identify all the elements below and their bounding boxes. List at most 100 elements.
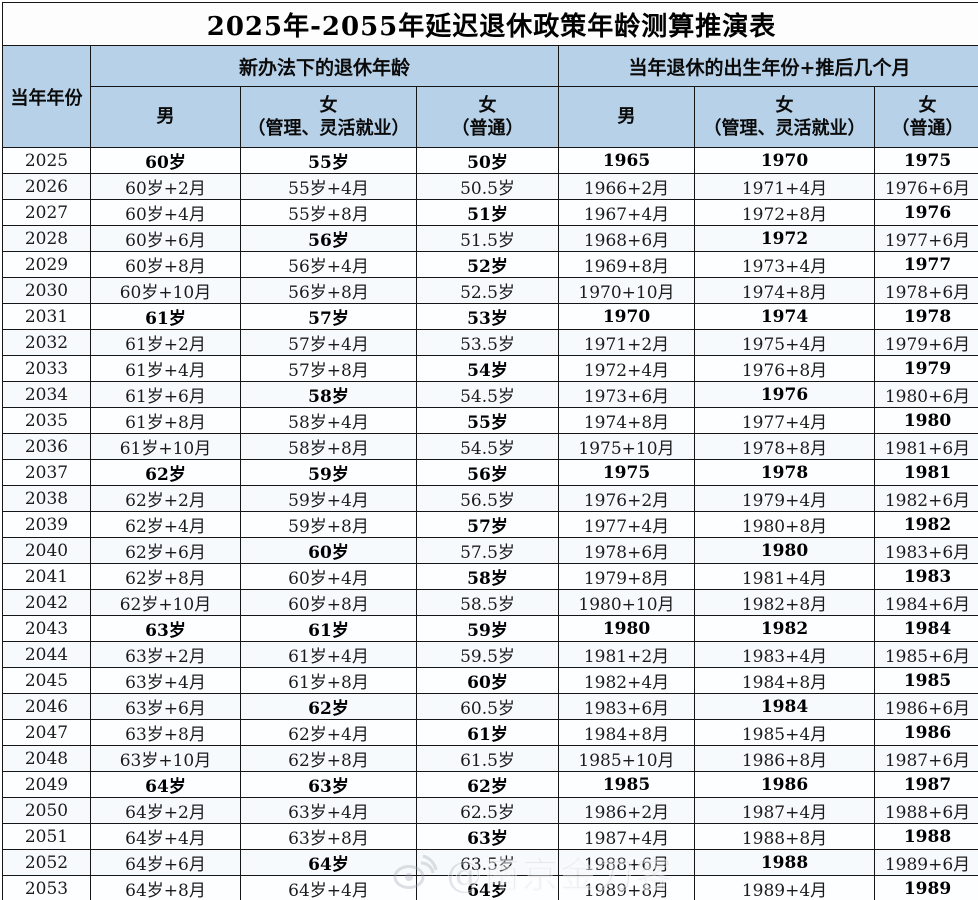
- data-cell: 61.5岁: [416, 745, 559, 772]
- data-cell: 1977+4月: [558, 511, 695, 538]
- data-cell: 55岁+8月: [240, 199, 417, 226]
- data-cell: 1968+6月: [558, 225, 695, 252]
- data-cell: 64岁+4月: [240, 875, 417, 900]
- data-cell: 51岁: [416, 199, 559, 226]
- year-cell: 2036: [2, 433, 91, 460]
- data-cell: 63岁: [416, 823, 559, 850]
- data-cell: 1985+4月: [694, 719, 875, 746]
- table-row: 2035 61岁+8月 58岁+4月 55岁 1974+8月 1977+4月 1980: [2, 407, 978, 434]
- year-cell: 2038: [2, 485, 91, 512]
- year-cell: 2028: [2, 225, 91, 252]
- data-cell: 1980+10月: [558, 589, 695, 616]
- data-cell: 1986+6月: [873, 693, 978, 720]
- data-cell: 1972+8月: [694, 199, 875, 226]
- data-cell: 51.5岁: [416, 225, 559, 252]
- data-cell: 62岁: [240, 693, 417, 720]
- year-cell: 2053: [2, 875, 91, 900]
- data-cell: 1979: [873, 355, 978, 382]
- data-cell: 62岁+8月: [90, 563, 241, 590]
- data-cell: 61岁+4月: [90, 355, 241, 382]
- data-cell: 60岁+10月: [90, 277, 241, 304]
- column-header-year: 当年年份: [2, 45, 91, 148]
- table-body: 2025 60岁 55岁 50岁 1965 1970 1975 2026 60岁+2月 55岁+4…: [2, 147, 978, 900]
- data-cell: 58.5岁: [416, 589, 559, 616]
- data-cell: 1974: [694, 303, 875, 330]
- table-row: 2050 64岁+2月 63岁+4月 62.5岁 1986+2月 1987+4月 1988+…: [2, 797, 978, 824]
- data-cell: 56岁+8月: [240, 277, 417, 304]
- year-cell: 2026: [2, 173, 91, 200]
- data-cell: 1983+6月: [558, 693, 695, 720]
- data-cell: 62岁+8月: [240, 745, 417, 772]
- data-cell: 58岁+4月: [240, 407, 417, 434]
- year-cell: 2035: [2, 407, 91, 434]
- data-cell: 63岁: [240, 771, 417, 798]
- data-cell: 1973+6月: [558, 381, 695, 408]
- year-cell: 2025: [2, 147, 91, 174]
- data-cell: 60岁+8月: [240, 589, 417, 616]
- data-cell: 60岁+4月: [240, 563, 417, 590]
- data-cell: 62岁+4月: [90, 511, 241, 538]
- table-row: 2039 62岁+4月 59岁+8月 57岁 1977+4月 1980+8月 1982: [2, 511, 978, 538]
- data-cell: 1985: [873, 667, 978, 694]
- data-cell: 1976+8月: [694, 355, 875, 382]
- data-cell: 62岁+6月: [90, 537, 241, 564]
- data-cell: 61岁: [90, 303, 241, 330]
- year-cell: 2041: [2, 563, 91, 590]
- data-cell: 1978: [873, 303, 978, 330]
- table-row: 2025 60岁 55岁 50岁 1965 1970 1975: [2, 147, 978, 174]
- data-cell: 60岁: [240, 537, 417, 564]
- year-cell: 2037: [2, 459, 91, 486]
- data-cell: 59岁: [240, 459, 417, 486]
- data-cell: 1972+4月: [558, 355, 695, 382]
- data-cell: 1976: [873, 199, 978, 226]
- data-cell: 1981+2月: [558, 641, 695, 668]
- year-cell: 2040: [2, 537, 91, 564]
- data-cell: 1987+4月: [558, 823, 695, 850]
- data-cell: 1980: [558, 615, 695, 642]
- table-row: 2032 61岁+2月 57岁+4月 53.5岁 1971+2月 1975+4月 1979+…: [2, 329, 978, 356]
- data-cell: 1970: [694, 147, 875, 174]
- data-cell: 1971+4月: [694, 173, 875, 200]
- data-cell: 61岁: [416, 719, 559, 746]
- table-row: 2046 63岁+6月 62岁 60.5岁 1983+6月 1984 1986+6月: [2, 693, 978, 720]
- sub-header-row: 男 女 （管理、灵活就业） 女 （普通） 男 女 （管理、灵活就业） 女 （普通…: [3, 86, 978, 148]
- data-cell: 1985+6月: [873, 641, 978, 668]
- data-cell: 64岁: [416, 875, 559, 900]
- data-cell: 64岁+8月: [90, 875, 241, 900]
- data-cell: 61岁+2月: [90, 329, 241, 356]
- data-cell: 55岁+4月: [240, 173, 417, 200]
- table-row: 2030 60岁+10月 56岁+8月 52.5岁 1970+10月 1974+8月 197…: [2, 277, 978, 304]
- data-cell: 63岁+4月: [90, 667, 241, 694]
- data-cell: 1980+6月: [873, 381, 978, 408]
- year-cell: 2049: [2, 771, 91, 798]
- data-cell: 1981: [873, 459, 978, 486]
- data-cell: 56岁: [416, 459, 559, 486]
- data-cell: 57岁+4月: [240, 329, 417, 356]
- data-cell: 1982: [873, 511, 978, 538]
- data-cell: 59岁+4月: [240, 485, 417, 512]
- data-cell: 1984+6月: [873, 589, 978, 616]
- data-cell: 1980+8月: [694, 511, 875, 538]
- data-cell: 1976+2月: [558, 485, 695, 512]
- table-row: 2038 62岁+2月 59岁+4月 56.5岁 1976+2月 1979+4月 1982+…: [2, 485, 978, 512]
- data-cell: 60岁: [90, 147, 241, 174]
- table-row: 2026 60岁+2月 55岁+4月 50.5岁 1966+2月 1971+4月 1976+…: [2, 173, 978, 200]
- data-cell: 1986: [873, 719, 978, 746]
- data-cell: 1979+4月: [694, 485, 875, 512]
- table-row: 2047 63岁+8月 62岁+4月 61岁 1984+8月 1985+4月 1986: [2, 719, 978, 746]
- column-header-female-ordinary-birth: 女 （普通）: [873, 86, 978, 148]
- data-cell: 53岁: [416, 303, 559, 330]
- data-cell: 1988: [694, 849, 875, 876]
- table-row: 2042 62岁+10月 60岁+8月 58.5岁 1980+10月 1982+8月 198…: [2, 589, 978, 616]
- page-title: 2025年-2055年延迟退休政策年龄测算推演表: [1, 2, 978, 46]
- data-cell: 58岁+8月: [240, 433, 417, 460]
- year-cell: 2042: [2, 589, 91, 616]
- data-cell: 50.5岁: [416, 173, 559, 200]
- data-cell: 57岁+8月: [240, 355, 417, 382]
- data-cell: 1978+8月: [694, 433, 875, 460]
- data-cell: 61岁+4月: [240, 641, 417, 668]
- table-row: 2048 63岁+10月 62岁+8月 61.5岁 1985+10月 1986+8月 198…: [2, 745, 978, 772]
- data-cell: 60岁: [416, 667, 559, 694]
- data-cell: 54.5岁: [416, 433, 559, 460]
